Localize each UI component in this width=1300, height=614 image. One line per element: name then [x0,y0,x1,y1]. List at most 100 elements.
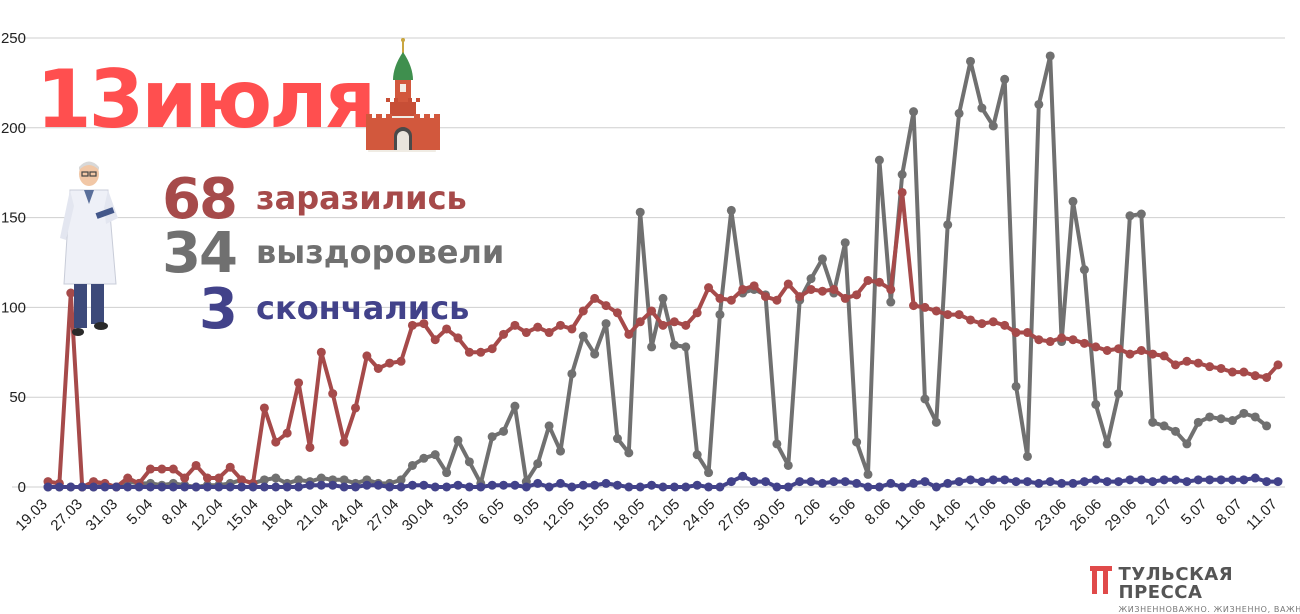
logo-mark-icon [1090,566,1112,594]
data-point [430,335,440,345]
data-point [874,482,884,492]
data-point [783,460,793,470]
data-point [829,284,839,294]
data-point [1262,421,1272,431]
data-point [1148,477,1158,487]
data-point [1022,451,1032,461]
data-point [1000,74,1010,84]
data-point [726,477,736,487]
data-point [1227,367,1237,377]
data-point [692,480,702,490]
data-point [601,301,611,311]
data-point [1125,349,1135,359]
data-point [1193,475,1203,485]
data-point [783,482,793,492]
data-point [977,477,987,487]
x-tick-label: 5.07 [1178,496,1211,529]
data-point [464,347,474,357]
data-point [920,477,930,487]
data-point [1227,475,1237,485]
data-point [806,284,816,294]
x-tick-label: 3.05 [440,496,473,529]
data-point [852,478,862,488]
data-point [692,308,702,318]
data-point [396,475,406,485]
data-point [1068,478,1078,488]
data-point [271,482,281,492]
data-point [487,344,497,354]
data-point [453,435,463,445]
data-point [840,293,850,303]
data-point [772,439,782,449]
data-point [1159,421,1169,431]
data-point [715,310,725,320]
data-point [1239,367,1249,377]
data-point [943,478,953,488]
data-point [761,477,770,487]
x-tick-label: 21.05 [645,496,684,535]
data-point [966,315,975,325]
data-point [146,482,155,492]
data-point [669,340,679,350]
data-point [430,450,440,460]
data-point [385,482,395,492]
data-point [259,475,269,485]
data-point [225,462,235,472]
data-point [100,482,110,492]
data-point [1000,320,1010,330]
data-point [715,482,725,492]
data-point [863,469,873,479]
data-point [772,295,782,305]
data-point [442,468,452,478]
y-tick-label: 150 [1,210,26,227]
data-point [396,356,406,366]
data-point [567,482,577,492]
data-point [396,482,406,492]
data-point [795,292,805,302]
x-tick-label: 27.03 [47,496,86,535]
data-point [931,306,941,316]
data-point [271,437,281,447]
data-point [1182,439,1192,449]
data-point [1102,346,1112,356]
data-point [635,317,645,327]
x-tick-label: 23.06 [1031,496,1070,535]
data-point [1091,475,1101,485]
data-point [738,284,748,294]
data-point [1216,363,1226,373]
data-point [954,477,964,487]
x-tick-label: 2.06 [791,496,824,529]
data-point [407,460,417,470]
data-point [1262,372,1272,382]
data-point [772,482,782,492]
data-point [544,482,554,492]
data-point [817,478,827,488]
data-point [1102,477,1112,487]
x-tick-label: 27.05 [715,496,754,535]
data-point [1250,412,1260,422]
deaths-label: скончались [256,289,470,327]
data-point [909,301,919,311]
data-point [282,428,292,438]
data-point [590,480,600,490]
data-point [1091,342,1101,352]
x-tick-label: 2.07 [1143,496,1176,529]
data-point [647,480,657,490]
data-point [624,482,634,492]
data-point [442,482,452,492]
data-point [1262,477,1272,487]
data-point [840,238,850,248]
data-point [419,480,429,490]
series-2 [43,471,1283,492]
data-point [191,482,201,492]
brand-logo: ТУЛЬСКАЯ ПРЕССА ЖИЗНЕННОВАЖНО. ЖИЗНЕННО,… [1090,566,1300,614]
data-point [624,329,634,339]
data-point [521,328,531,338]
data-point [157,464,167,474]
data-point [704,283,714,293]
data-point [1045,337,1055,347]
data-point [1079,477,1089,487]
y-axis-tick-labels: 0 50 100 150 200 250 [1,30,26,496]
data-point [817,286,827,296]
